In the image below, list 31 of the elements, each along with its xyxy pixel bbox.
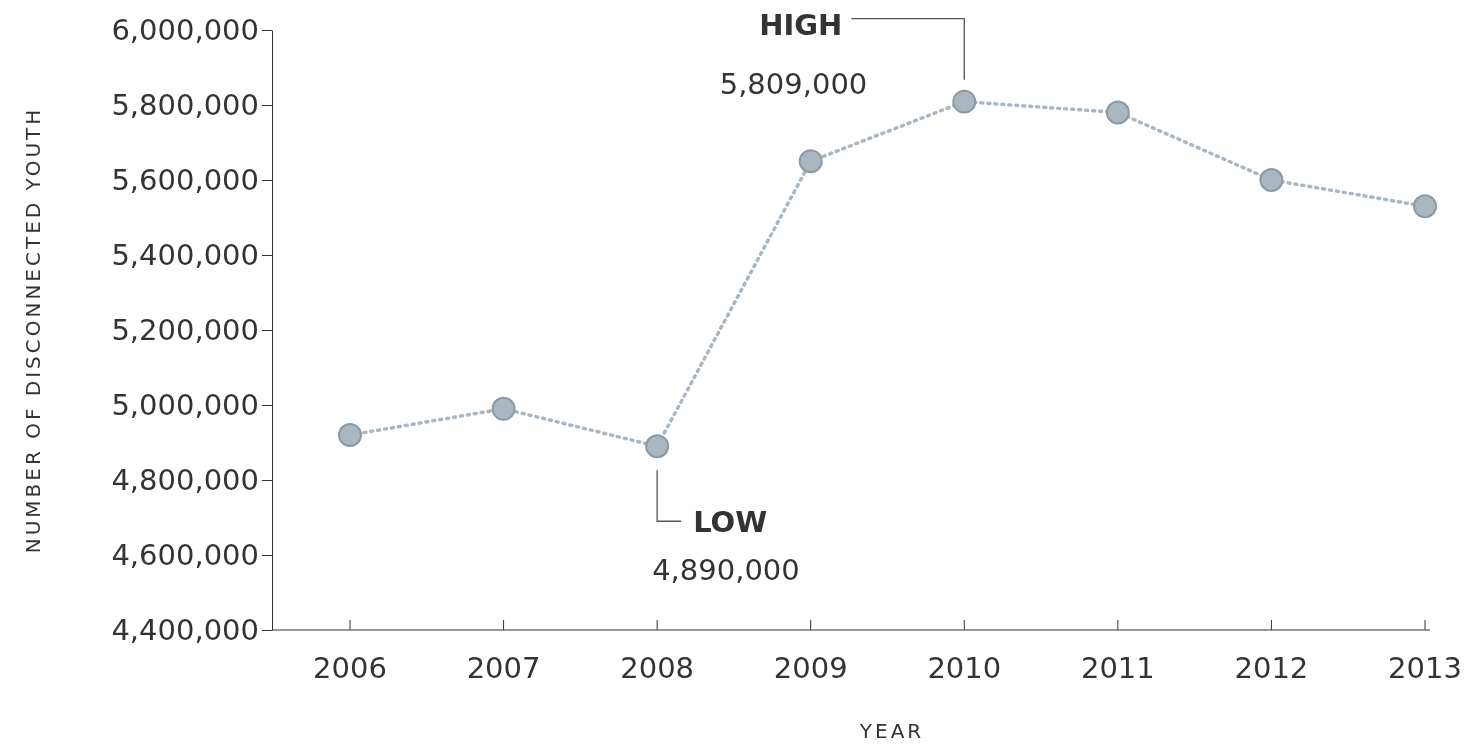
- y-tick-label: 5,000,000: [111, 387, 259, 422]
- x-tick-label: 2013: [1388, 651, 1462, 685]
- x-tick-label: 2009: [773, 651, 848, 685]
- annotation: 4,890,000: [652, 553, 800, 588]
- point: [1413, 194, 1437, 219]
- y-tick-label: 4,800,000: [111, 462, 259, 497]
- annotation: 5,809,000: [719, 66, 868, 101]
- x-tick-label: 2008: [620, 651, 695, 685]
- x-axis-title: YEAR: [858, 719, 925, 743]
- x-tick-label: 2011: [1080, 651, 1155, 685]
- x-tick-label: 2006: [313, 651, 387, 685]
- annotation: LOW: [693, 505, 768, 540]
- point: [1105, 100, 1130, 125]
- y-tick-label: 4,600,000: [111, 537, 259, 572]
- y-tick-label: 6,000,000: [111, 12, 259, 47]
- point: [798, 149, 823, 174]
- y-tick-label: 5,600,000: [111, 162, 259, 197]
- y-tick-label: 5,800,000: [111, 87, 259, 122]
- point: [952, 89, 977, 114]
- point: [338, 423, 362, 447]
- y-tick-label: 5,200,000: [111, 312, 259, 347]
- y-tick-label: 5,400,000: [111, 237, 259, 272]
- y-axis-title: NUMBER OF DISCONNECTED YOUTH: [21, 106, 45, 554]
- x-tick-label: 2007: [466, 651, 541, 685]
- annotation: HIGH: [759, 7, 843, 42]
- point: [645, 434, 670, 459]
- x-tick-label: 2012: [1234, 651, 1309, 685]
- point: [1259, 168, 1284, 192]
- x-tick-label: 2010: [927, 651, 1002, 685]
- point: [491, 396, 516, 421]
- y-tick-label: 4,400,000: [111, 612, 259, 647]
